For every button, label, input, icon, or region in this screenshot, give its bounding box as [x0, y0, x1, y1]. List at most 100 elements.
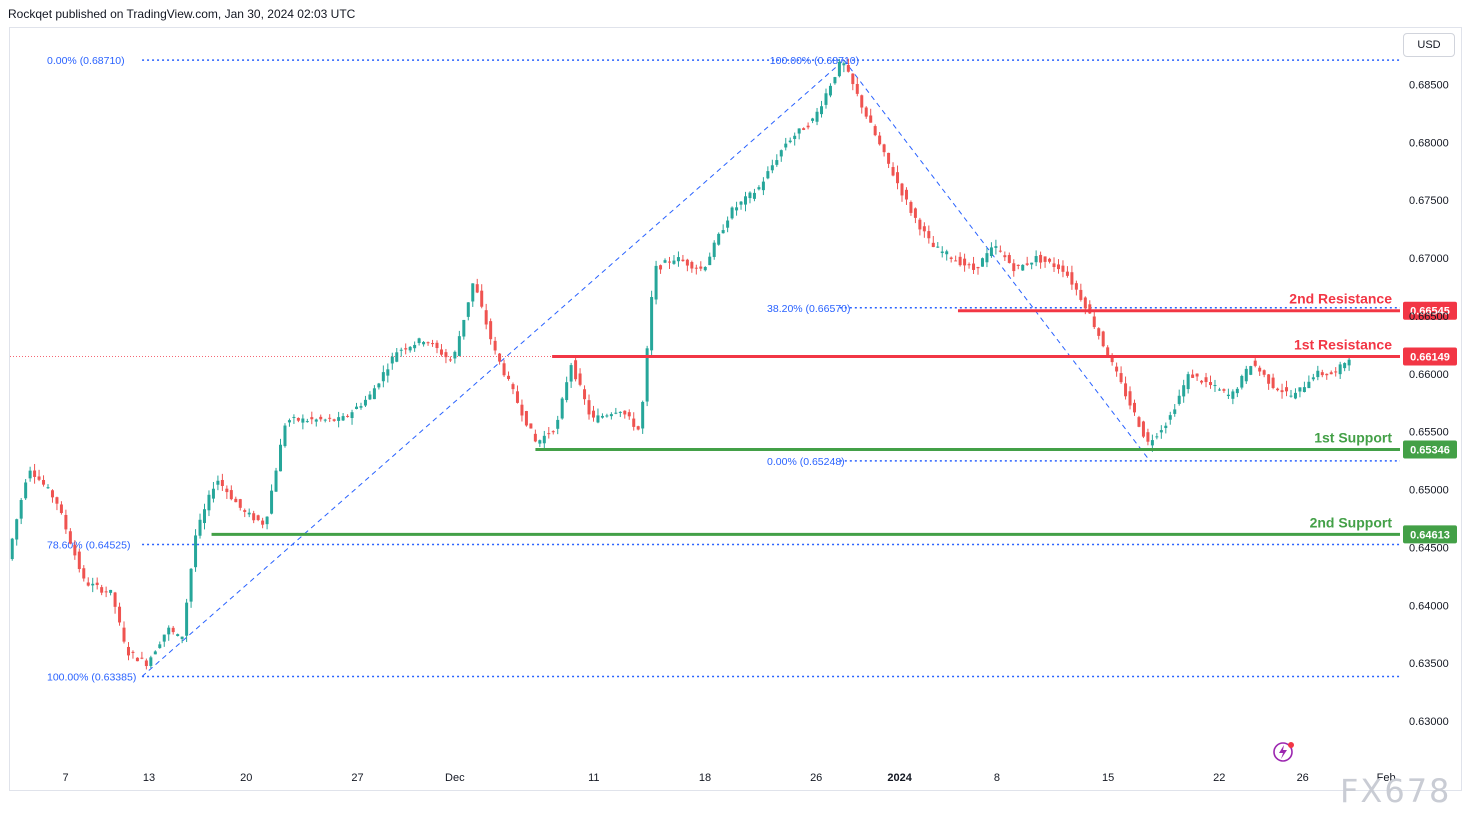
candle-body: [797, 128, 801, 134]
candle-body: [1249, 366, 1253, 375]
time-tick-label: Dec: [445, 772, 465, 784]
candle-body: [55, 497, 59, 504]
candle-body: [140, 657, 144, 659]
time-tick-label: 8: [994, 772, 1000, 784]
candle-body: [802, 128, 806, 130]
candle-body: [609, 414, 613, 417]
candle-body: [972, 263, 976, 270]
candle-body: [1182, 385, 1186, 397]
candle-body: [247, 512, 251, 515]
candle-body: [896, 172, 900, 184]
candle-body: [1280, 390, 1284, 393]
currency-button[interactable]: USD: [1403, 33, 1455, 57]
candle-body: [1240, 375, 1244, 388]
candle-body: [1226, 394, 1230, 397]
candle-body: [24, 482, 28, 499]
candle-body: [296, 417, 300, 421]
candle-body: [484, 310, 488, 325]
candle-body: [954, 260, 958, 262]
candle-body: [887, 152, 891, 164]
lightning-icon[interactable]: [1272, 740, 1298, 766]
candle-body: [574, 360, 578, 380]
candle-body: [958, 256, 962, 266]
price-levels: 2nd Resistance 0.66545 1st Resistance 0.661…: [211, 291, 1457, 544]
candle-body: [118, 606, 122, 623]
fib-level-label: 38.20% (0.66570): [767, 303, 850, 315]
candle-body: [33, 470, 37, 477]
candle-body: [355, 406, 359, 409]
candle-body: [878, 135, 882, 145]
time-axis: 7 13 20 27 Dec 11 18 26 2024 8 15 22 26 Feb: [63, 772, 1396, 784]
candle-body: [524, 411, 528, 426]
candle-body: [153, 651, 157, 655]
candle-body: [274, 470, 278, 492]
time-tick-label: 22: [1213, 772, 1225, 784]
candle-body: [1110, 356, 1114, 363]
candle-body: [1302, 387, 1306, 393]
price-tag-box: [1403, 301, 1457, 320]
candle-body: [131, 651, 135, 653]
candle-body: [690, 262, 694, 269]
candle-body: [976, 267, 980, 269]
candle-body: [1074, 283, 1078, 290]
candle-body: [82, 568, 86, 579]
candle-body: [1030, 262, 1034, 265]
candle-body: [587, 400, 591, 415]
candle-body: [86, 582, 90, 586]
candle-body: [1043, 256, 1047, 262]
candle-body: [1039, 254, 1043, 263]
candle-body: [408, 346, 412, 351]
fib-trend-line: [843, 59, 1151, 462]
candle-body: [596, 415, 600, 423]
candle-body: [337, 417, 341, 421]
candle-body: [100, 587, 104, 593]
candle-body: [198, 519, 202, 536]
candle-body: [703, 267, 707, 271]
candle-body: [1231, 391, 1235, 399]
candle-body: [945, 251, 949, 255]
candle-body: [37, 476, 41, 480]
time-tick-label: 26: [1297, 772, 1309, 784]
candle-body: [167, 627, 171, 635]
candle-body: [1285, 387, 1289, 392]
candle-body: [618, 411, 622, 413]
candle-body: [1115, 366, 1119, 372]
candle-body: [949, 257, 953, 259]
candle-body: [171, 627, 175, 633]
candle-body: [641, 401, 645, 429]
candle-body: [578, 373, 582, 385]
candle-body: [466, 302, 470, 317]
candle-body: [113, 592, 117, 607]
resistance-level-title: 1st Resistance: [1294, 337, 1392, 353]
candle-body: [1079, 289, 1083, 300]
candle-body: [533, 433, 537, 442]
price-tag-box: [1403, 525, 1457, 544]
candle-body: [873, 126, 877, 136]
candle-body: [1293, 392, 1297, 399]
candle-body: [770, 165, 774, 171]
candle-body: [569, 365, 573, 382]
candle-body: [46, 487, 50, 489]
candle-body: [855, 83, 859, 94]
candle-body: [1101, 331, 1105, 347]
candle-body: [1271, 377, 1275, 388]
candle-body: [1307, 381, 1311, 389]
candle-body: [341, 416, 345, 421]
candle-body: [323, 419, 327, 421]
candle-body: [1222, 389, 1226, 391]
candle-body: [900, 183, 904, 196]
candle-body: [699, 266, 703, 269]
candle-body: [399, 349, 403, 351]
candle-body: [529, 423, 533, 429]
candle-body: [891, 167, 895, 176]
candle-body: [980, 258, 984, 267]
candle-body: [1253, 360, 1257, 366]
candle-body: [104, 591, 108, 593]
candle-body: [135, 657, 139, 662]
candle-body: [1065, 271, 1069, 276]
candle-body: [721, 230, 725, 234]
watermark: FX678: [1340, 772, 1452, 810]
candle-body: [565, 382, 569, 401]
candle-body: [623, 410, 627, 415]
